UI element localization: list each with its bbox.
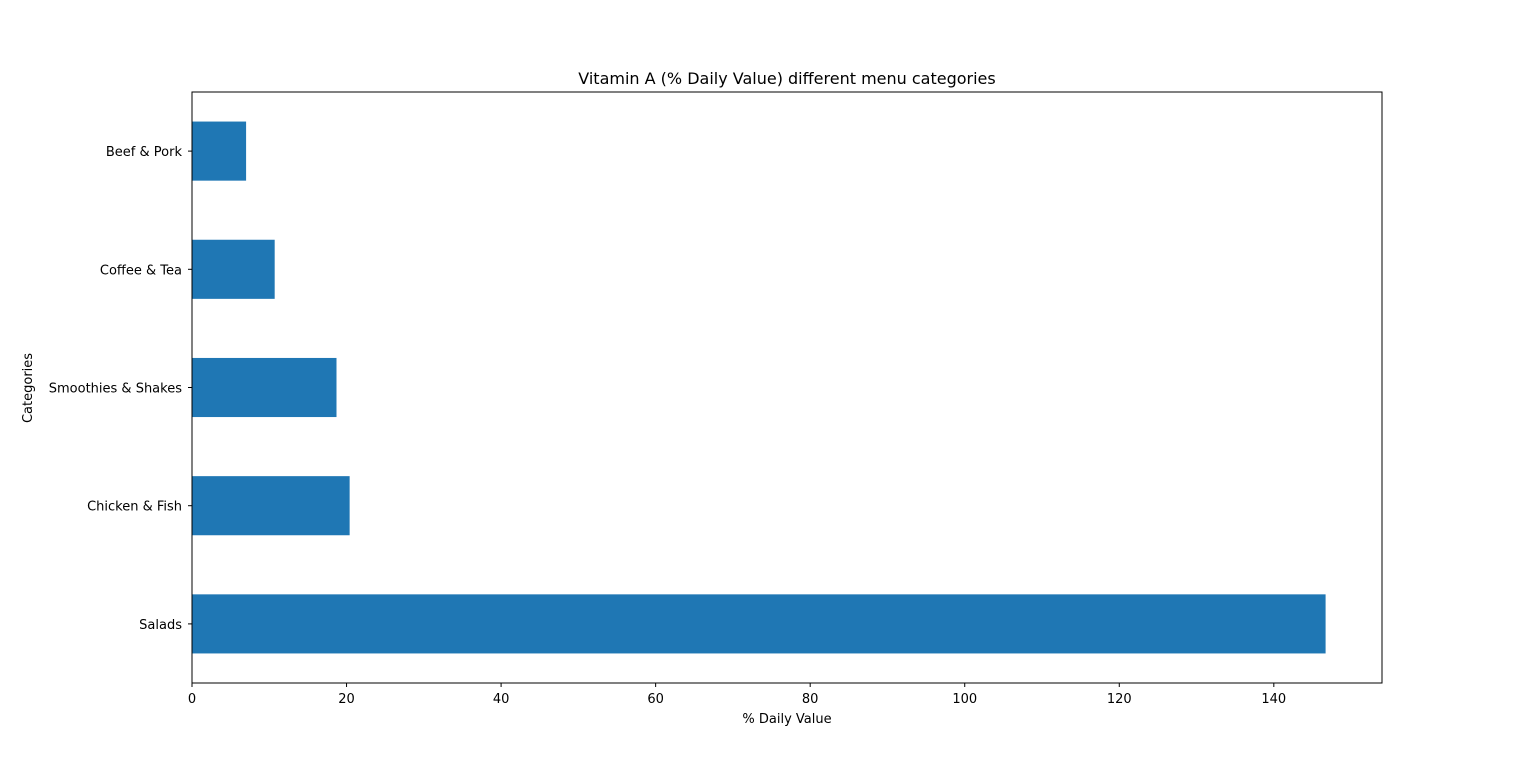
bar-coffee-tea xyxy=(192,239,275,299)
x-tick-label-140: 140 xyxy=(1261,692,1286,707)
x-tick-label-60: 60 xyxy=(647,692,664,707)
bar-chicken-fish xyxy=(192,476,350,536)
y-tick-label-chicken-fish: Chicken & Fish xyxy=(87,500,182,515)
x-tick-label-120: 120 xyxy=(1107,692,1132,707)
x-tick-label-40: 40 xyxy=(493,692,510,707)
bar-salads xyxy=(192,594,1326,654)
y-tick-label-coffee-tea: Coffee & Tea xyxy=(100,263,182,278)
plot-area-frame xyxy=(191,91,1383,684)
x-tick-label-80: 80 xyxy=(802,692,819,707)
bar-smoothies-shakes xyxy=(192,357,337,418)
x-axis-title: % Daily Value xyxy=(742,712,831,727)
y-tick-label-beef-pork: Beef & Pork xyxy=(106,145,183,160)
bars-group xyxy=(192,121,1326,654)
x-tick-labels: 0 20 40 60 80 100 120 140 xyxy=(188,683,1286,707)
chart-title: Vitamin A (% Daily Value) different menu… xyxy=(578,69,995,88)
y-tick-label-smoothies-shakes: Smoothies & Shakes xyxy=(49,382,182,397)
y-tick-labels: Salads Chicken & Fish Smoothies & Shakes Co… xyxy=(49,145,192,633)
y-tick-label-salads: Salads xyxy=(139,618,182,633)
bar-beef-pork xyxy=(192,121,247,181)
y-axis-title: Categories xyxy=(21,353,36,423)
x-tick-label-0: 0 xyxy=(188,692,196,707)
x-tick-label-20: 20 xyxy=(338,692,355,707)
x-tick-label-100: 100 xyxy=(952,692,977,707)
